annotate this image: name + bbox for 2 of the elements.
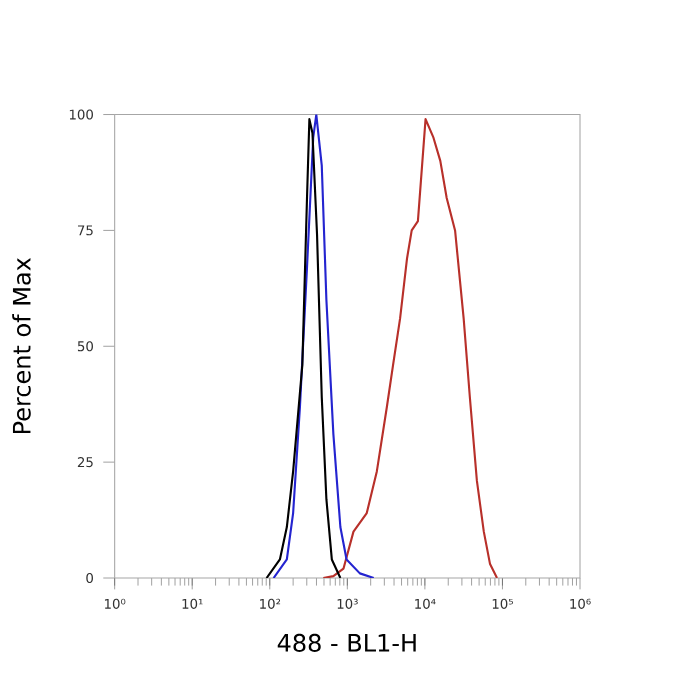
y-axis-title: Percent of Max	[12, 257, 31, 434]
x-axis-title: 488 - BL1-H	[277, 633, 416, 652]
